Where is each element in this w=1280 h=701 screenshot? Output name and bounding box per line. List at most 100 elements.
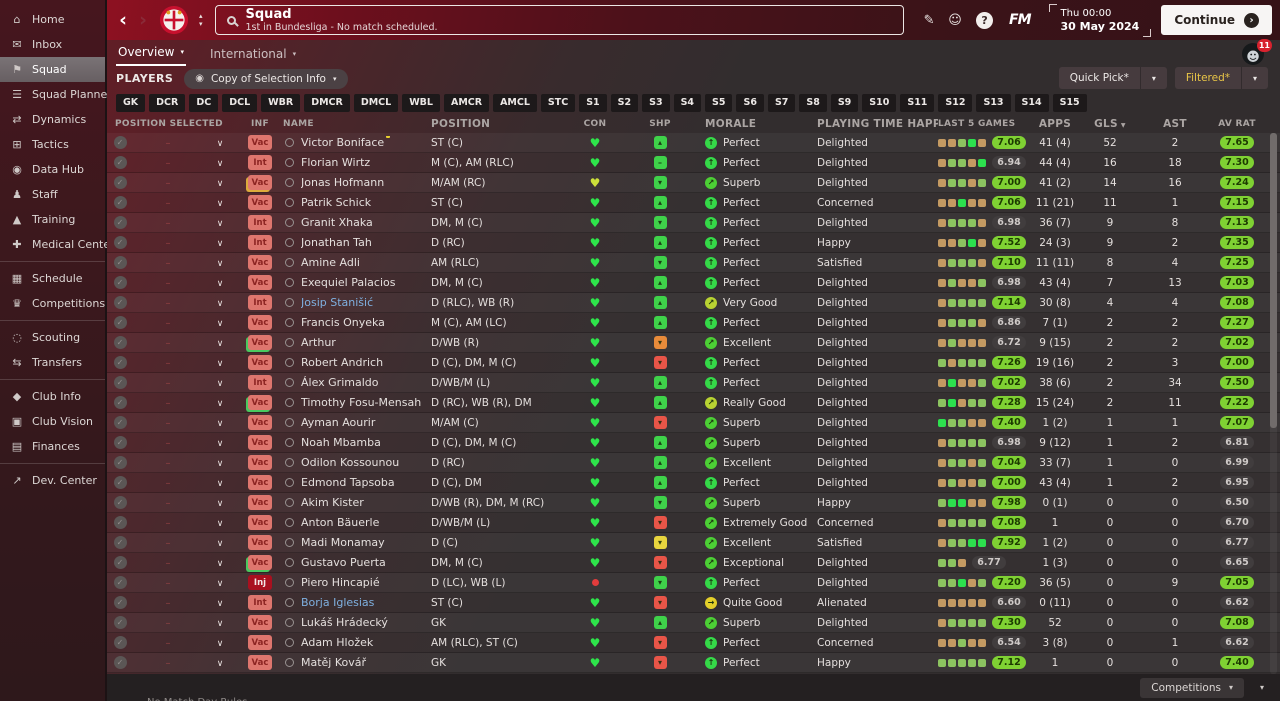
player-name[interactable]: Anton Bäuerle	[301, 516, 380, 529]
row-chevron-down-icon[interactable]: ∨	[216, 399, 224, 409]
col-name[interactable]: NAME	[283, 118, 314, 129]
position-filter-s10[interactable]: S10	[862, 93, 897, 112]
player-row[interactable]: ✓ – ∨ Vac Jonas Hofmann M/AM (RC) ♥ ▾ ↗ Superb Del…	[107, 173, 1280, 193]
player-row[interactable]: ✓ – ∨ Vac Anton Bäuerle D/WB/M (L) ♥ ▾ ↗ Extremel…	[107, 513, 1280, 533]
player-row[interactable]: ✓ – ∨ Int Jonathan Tah D (RC) ♥ ▴ ↑ Perfect Happy 7…	[107, 233, 1280, 253]
tab-international[interactable]: International ▾	[208, 47, 298, 66]
player-name[interactable]: Noah Mbamba	[301, 436, 381, 449]
position-filter-s11[interactable]: S11	[900, 93, 935, 112]
sidebar-item-inbox[interactable]: ✉ Inbox	[0, 32, 105, 57]
vertical-scrollbar[interactable]	[1270, 133, 1277, 674]
player-row[interactable]: ✓ – ∨ Inj Piero Hincapié D (LC), WB (L) ▾ ↑ Perf…	[107, 573, 1280, 593]
row-chevron-down-icon[interactable]: ∨	[216, 139, 224, 149]
position-filter-dc[interactable]: DC	[189, 93, 219, 112]
position-filter-dcl[interactable]: DCL	[222, 93, 258, 112]
player-name[interactable]: Borja Iglesias	[301, 596, 375, 609]
col-position-selected[interactable]: POSITION SELECTED	[115, 118, 223, 129]
player-name[interactable]: Victor Boniface	[301, 136, 391, 149]
sidebar-item-transfers[interactable]: ⇆ Transfers	[0, 350, 105, 375]
row-chevron-down-icon[interactable]: ∨	[216, 179, 224, 189]
player-name[interactable]: Arthur	[301, 336, 336, 349]
info-badge[interactable]: Vac	[248, 175, 272, 190]
col-inf[interactable]: INF	[251, 118, 269, 129]
player-row[interactable]: ✓ – ∨ Int Florian Wirtz M (C), AM (RLC) ♥ – ↑ Per…	[107, 153, 1280, 173]
col-shp[interactable]: SHP	[649, 118, 671, 129]
player-row[interactable]: ✓ – ∨ Vac Lukáš Hrádecký GK ♥ ▴ ↗ Superb Delighted…	[107, 613, 1280, 633]
select-checkbox[interactable]: ✓	[113, 396, 127, 409]
club-badge[interactable]	[159, 5, 189, 35]
select-checkbox[interactable]: ✓	[113, 216, 127, 229]
col-position[interactable]: POSITION	[431, 117, 491, 130]
info-badge[interactable]: Vac	[248, 555, 272, 570]
player-row[interactable]: ✓ – ∨ Vac Timothy Fosu-Mensah D (RC), WB (R),…	[107, 393, 1280, 413]
player-row[interactable]: ✓ – ∨ Vac Francis Onyeka M (C), AM (LC) ♥ ▴ ↑ Per…	[107, 313, 1280, 333]
select-checkbox[interactable]: ✓	[113, 616, 127, 629]
select-checkbox[interactable]: ✓	[113, 596, 127, 609]
info-badge[interactable]: Vac	[248, 615, 272, 630]
select-checkbox[interactable]: ✓	[113, 496, 127, 509]
select-checkbox[interactable]: ✓	[113, 416, 127, 429]
select-checkbox[interactable]: ✓	[113, 136, 127, 149]
player-name[interactable]: Akim Kister	[301, 496, 364, 509]
row-chevron-down-icon[interactable]: ∨	[216, 579, 224, 589]
select-checkbox[interactable]: ✓	[113, 476, 127, 489]
info-badge[interactable]: Vac	[248, 655, 272, 670]
info-badge[interactable]: Vac	[248, 395, 272, 410]
select-checkbox[interactable]: ✓	[113, 296, 127, 309]
select-checkbox[interactable]: ✓	[113, 376, 127, 389]
chevron-down-icon[interactable]: ▾	[1139, 67, 1167, 89]
player-row[interactable]: ✓ – ∨ Vac Madi Monamay D (C) ♥ ▾ ↗ Excellent Satis…	[107, 533, 1280, 553]
player-row[interactable]: ✓ – ∨ Vac Victor Boniface ST (C) ♥ ▴ ↑ Perfect Del…	[107, 133, 1280, 153]
col-gls[interactable]: GLS ▼	[1094, 117, 1126, 130]
position-filter-s3[interactable]: S3	[642, 93, 670, 112]
player-row[interactable]: ✓ – ∨ Vac Ayman Aourir M/AM (C) ♥ ▾ ↗ Superb Delig…	[107, 413, 1280, 433]
row-chevron-down-icon[interactable]: ∨	[216, 479, 224, 489]
row-chevron-down-icon[interactable]: ∨	[216, 259, 224, 269]
player-name[interactable]: Jonas Hofmann	[301, 176, 385, 189]
select-checkbox[interactable]: ✓	[113, 636, 127, 649]
row-chevron-down-icon[interactable]: ∨	[216, 659, 224, 669]
info-badge[interactable]: Vac	[248, 335, 272, 350]
player-row[interactable]: ✓ – ∨ Int Granit Xhaka DM, M (C) ♥ ▾ ↑ Perfect Del…	[107, 213, 1280, 233]
position-filter-dmcl[interactable]: DMCL	[353, 93, 399, 112]
player-name[interactable]: Matěj Kovář	[301, 656, 367, 669]
info-badge[interactable]: Int	[248, 155, 272, 170]
sidebar-item-staff[interactable]: ♟ Staff	[0, 182, 105, 207]
info-badge[interactable]: Vac	[248, 255, 272, 270]
edit-pencil-icon[interactable]: ✎	[923, 12, 935, 28]
player-row[interactable]: ✓ – ∨ Vac Akim Kister D/WB (R), DM, M (RC) ♥ ▾ ↗…	[107, 493, 1280, 513]
sidebar-item-home[interactable]: ⌂ Home	[0, 7, 105, 32]
player-row[interactable]: ✓ – ∨ Vac Exequiel Palacios DM, M (C) ♥ ▴ ↑ Perfe…	[107, 273, 1280, 293]
select-checkbox[interactable]: ✓	[113, 316, 127, 329]
info-badge[interactable]: Vac	[248, 635, 272, 650]
player-name[interactable]: Piero Hincapié	[301, 576, 380, 589]
player-name[interactable]: Florian Wirtz	[301, 156, 371, 169]
col-morale[interactable]: MORALE	[705, 117, 757, 130]
player-name[interactable]: Robert Andrich	[301, 356, 384, 369]
player-row[interactable]: ✓ – ∨ Vac Arthur D/WB (R) ♥ ▾ ↗ Excellent Delighte…	[107, 333, 1280, 353]
row-chevron-down-icon[interactable]: ∨	[216, 499, 224, 509]
player-row[interactable]: ✓ – ∨ Vac Amine Adli AM (RLC) ♥ ▾ ↑ Perfect Satisf…	[107, 253, 1280, 273]
player-row[interactable]: ✓ – ∨ Vac Matěj Kovář GK ♥ ▾ ↑ Perfect Happy 7.12 1 0…	[107, 653, 1280, 673]
col-playing-time-happiness[interactable]: PLAYING TIME HAPPINESS	[817, 117, 938, 130]
select-checkbox[interactable]: ✓	[113, 276, 127, 289]
player-row[interactable]: ✓ – ∨ Vac Odilon Kossounou D (RC) ♥ ▴ ↗ Excellent…	[107, 453, 1280, 473]
select-checkbox[interactable]: ✓	[113, 456, 127, 469]
select-checkbox[interactable]: ✓	[113, 576, 127, 589]
position-filter-dcr[interactable]: DCR	[149, 93, 186, 112]
position-filter-amcl[interactable]: AMCL	[493, 93, 537, 112]
row-chevron-down-icon[interactable]: ∨	[216, 199, 224, 209]
position-filter-gk[interactable]: GK	[116, 93, 146, 112]
player-name[interactable]: Álex Grimaldo	[301, 376, 379, 389]
row-chevron-down-icon[interactable]: ∨	[216, 619, 224, 629]
col-ast[interactable]: AST	[1163, 117, 1187, 130]
select-checkbox[interactable]: ✓	[113, 256, 127, 269]
select-checkbox[interactable]: ✓	[113, 236, 127, 249]
position-filter-amcr[interactable]: AMCR	[443, 93, 490, 112]
sidebar-item-competitions[interactable]: ♛ Competitions	[0, 291, 105, 316]
panel-collapse-chevron[interactable]: ▾	[1259, 683, 1264, 692]
player-name[interactable]: Odilon Kossounou	[301, 456, 400, 469]
position-filter-s2[interactable]: S2	[610, 93, 639, 112]
select-checkbox[interactable]: ✓	[113, 176, 127, 189]
info-badge[interactable]: Inj	[248, 575, 272, 590]
